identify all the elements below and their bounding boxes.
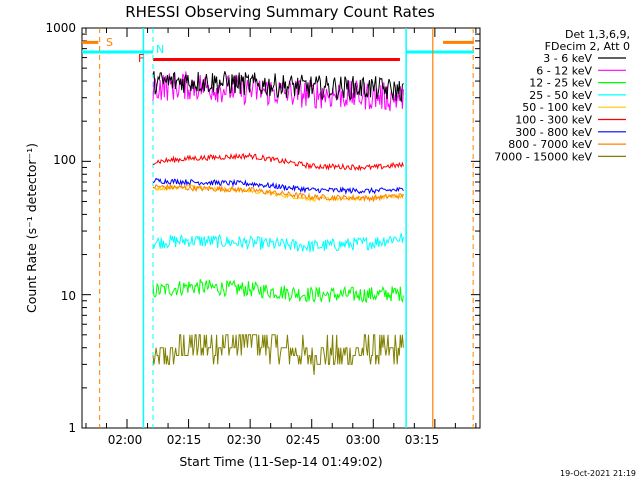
generation-date: 19-Oct-2021 21:19: [560, 469, 636, 478]
series-line-25to50keV-kev: [152, 232, 404, 253]
series-line-12to25keV-kev: [152, 279, 404, 304]
legend-label-2: 6 - 12 keV: [536, 64, 592, 77]
y-tick-label-1: 1: [68, 421, 76, 435]
legend-label-7: 300 - 800 keV: [515, 126, 592, 139]
y-tick-label-100: 100: [53, 153, 76, 167]
legend-label-6: 100 - 300 keV: [515, 114, 592, 127]
annotation-n: N: [156, 43, 164, 56]
observing-flags: [82, 28, 474, 428]
legend: Det 1,3,6,9, FDecim 2, Att 0 3 - 6 keV6 …: [494, 28, 630, 163]
series-line-7000to15000keV-kev: [152, 334, 404, 375]
legend-header-line-2: FDecim 2, Att 0: [545, 40, 630, 53]
axis-ticks: [82, 28, 480, 429]
annotation-s: S: [106, 36, 113, 49]
y-tick-label-10: 10: [61, 289, 76, 303]
series-lines: [152, 71, 404, 375]
legend-label-4: 25 - 50 keV: [529, 89, 592, 102]
x-axis-label: Start Time (11-Sep-14 01:49:02): [179, 454, 382, 469]
legend-label-3: 12 - 25 keV: [529, 77, 592, 90]
y-axis-label: Count Rate (s⁻¹ detector⁻¹): [24, 143, 39, 313]
plot-frame: [81, 27, 481, 429]
legend-header-line-1: Det 1,3,6,9,: [565, 28, 630, 41]
legend-label-1: 3 - 6 keV: [543, 52, 592, 65]
chart-title: RHESSI Observing Summary Count Rates: [125, 3, 435, 21]
y-tick-label-1000: 1000: [45, 21, 76, 35]
series-line-300to800keV-kev: [152, 177, 404, 195]
x-tick-label-0230: 02:30: [227, 433, 262, 447]
x-tick-label-0200: 02:00: [108, 433, 143, 447]
x-tick-label-0300: 03:00: [346, 433, 381, 447]
x-tick-label-0315: 03:15: [405, 433, 440, 447]
legend-label-5: 50 - 100 keV: [522, 101, 592, 114]
x-tick-label-0215: 02:15: [167, 433, 202, 447]
annotation-f: F: [138, 52, 144, 65]
legend-label-8: 800 - 7000 keV: [508, 138, 592, 151]
series-line-3to6keV-kev: [152, 71, 404, 102]
series-line-6to12keV-kev: [152, 71, 404, 112]
series-line-100to300keV-kev: [152, 152, 404, 172]
series-line-800to7000keV-kev: [152, 183, 404, 203]
legend-label-9: 7000 - 15000 keV: [494, 150, 592, 163]
x-tick-label-0245: 02:45: [286, 433, 321, 447]
